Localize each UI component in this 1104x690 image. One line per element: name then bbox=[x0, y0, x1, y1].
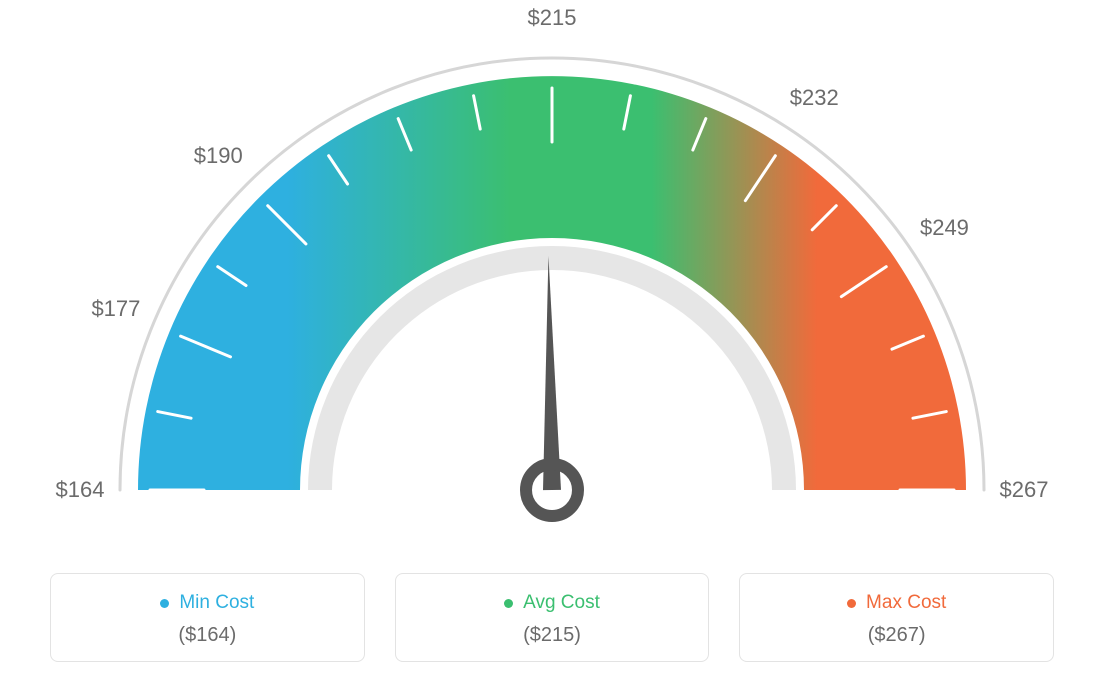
legend-title-avg: Avg Cost bbox=[523, 592, 600, 614]
legend-card-max: Max Cost ($267) bbox=[739, 573, 1054, 662]
legend-dot-avg bbox=[504, 599, 513, 608]
gauge-tick-label: $249 bbox=[920, 215, 969, 241]
gauge-tick-label: $190 bbox=[194, 143, 243, 169]
gauge-svg bbox=[0, 0, 1104, 540]
gauge-tick-label: $177 bbox=[91, 296, 140, 322]
legend-card-avg: Avg Cost ($215) bbox=[395, 573, 710, 662]
gauge-tick-label: $232 bbox=[790, 85, 839, 111]
legend-value-max: ($267) bbox=[750, 624, 1043, 647]
gauge-tick-label: $267 bbox=[1000, 477, 1049, 503]
gauge-tick-label: $164 bbox=[56, 477, 105, 503]
legend-title-max: Max Cost bbox=[866, 592, 946, 614]
legend: Min Cost ($164) Avg Cost ($215) Max Cost… bbox=[50, 573, 1054, 662]
legend-card-min: Min Cost ($164) bbox=[50, 573, 365, 662]
gauge-tick-label: $215 bbox=[528, 5, 577, 31]
legend-value-min: ($164) bbox=[61, 624, 354, 647]
cost-gauge: $164 $177 $190 $215 $232 $249 $267 bbox=[0, 0, 1104, 540]
legend-dot-max bbox=[847, 599, 856, 608]
legend-value-avg: ($215) bbox=[406, 624, 699, 647]
legend-title-min: Min Cost bbox=[179, 592, 254, 614]
legend-dot-min bbox=[160, 599, 169, 608]
